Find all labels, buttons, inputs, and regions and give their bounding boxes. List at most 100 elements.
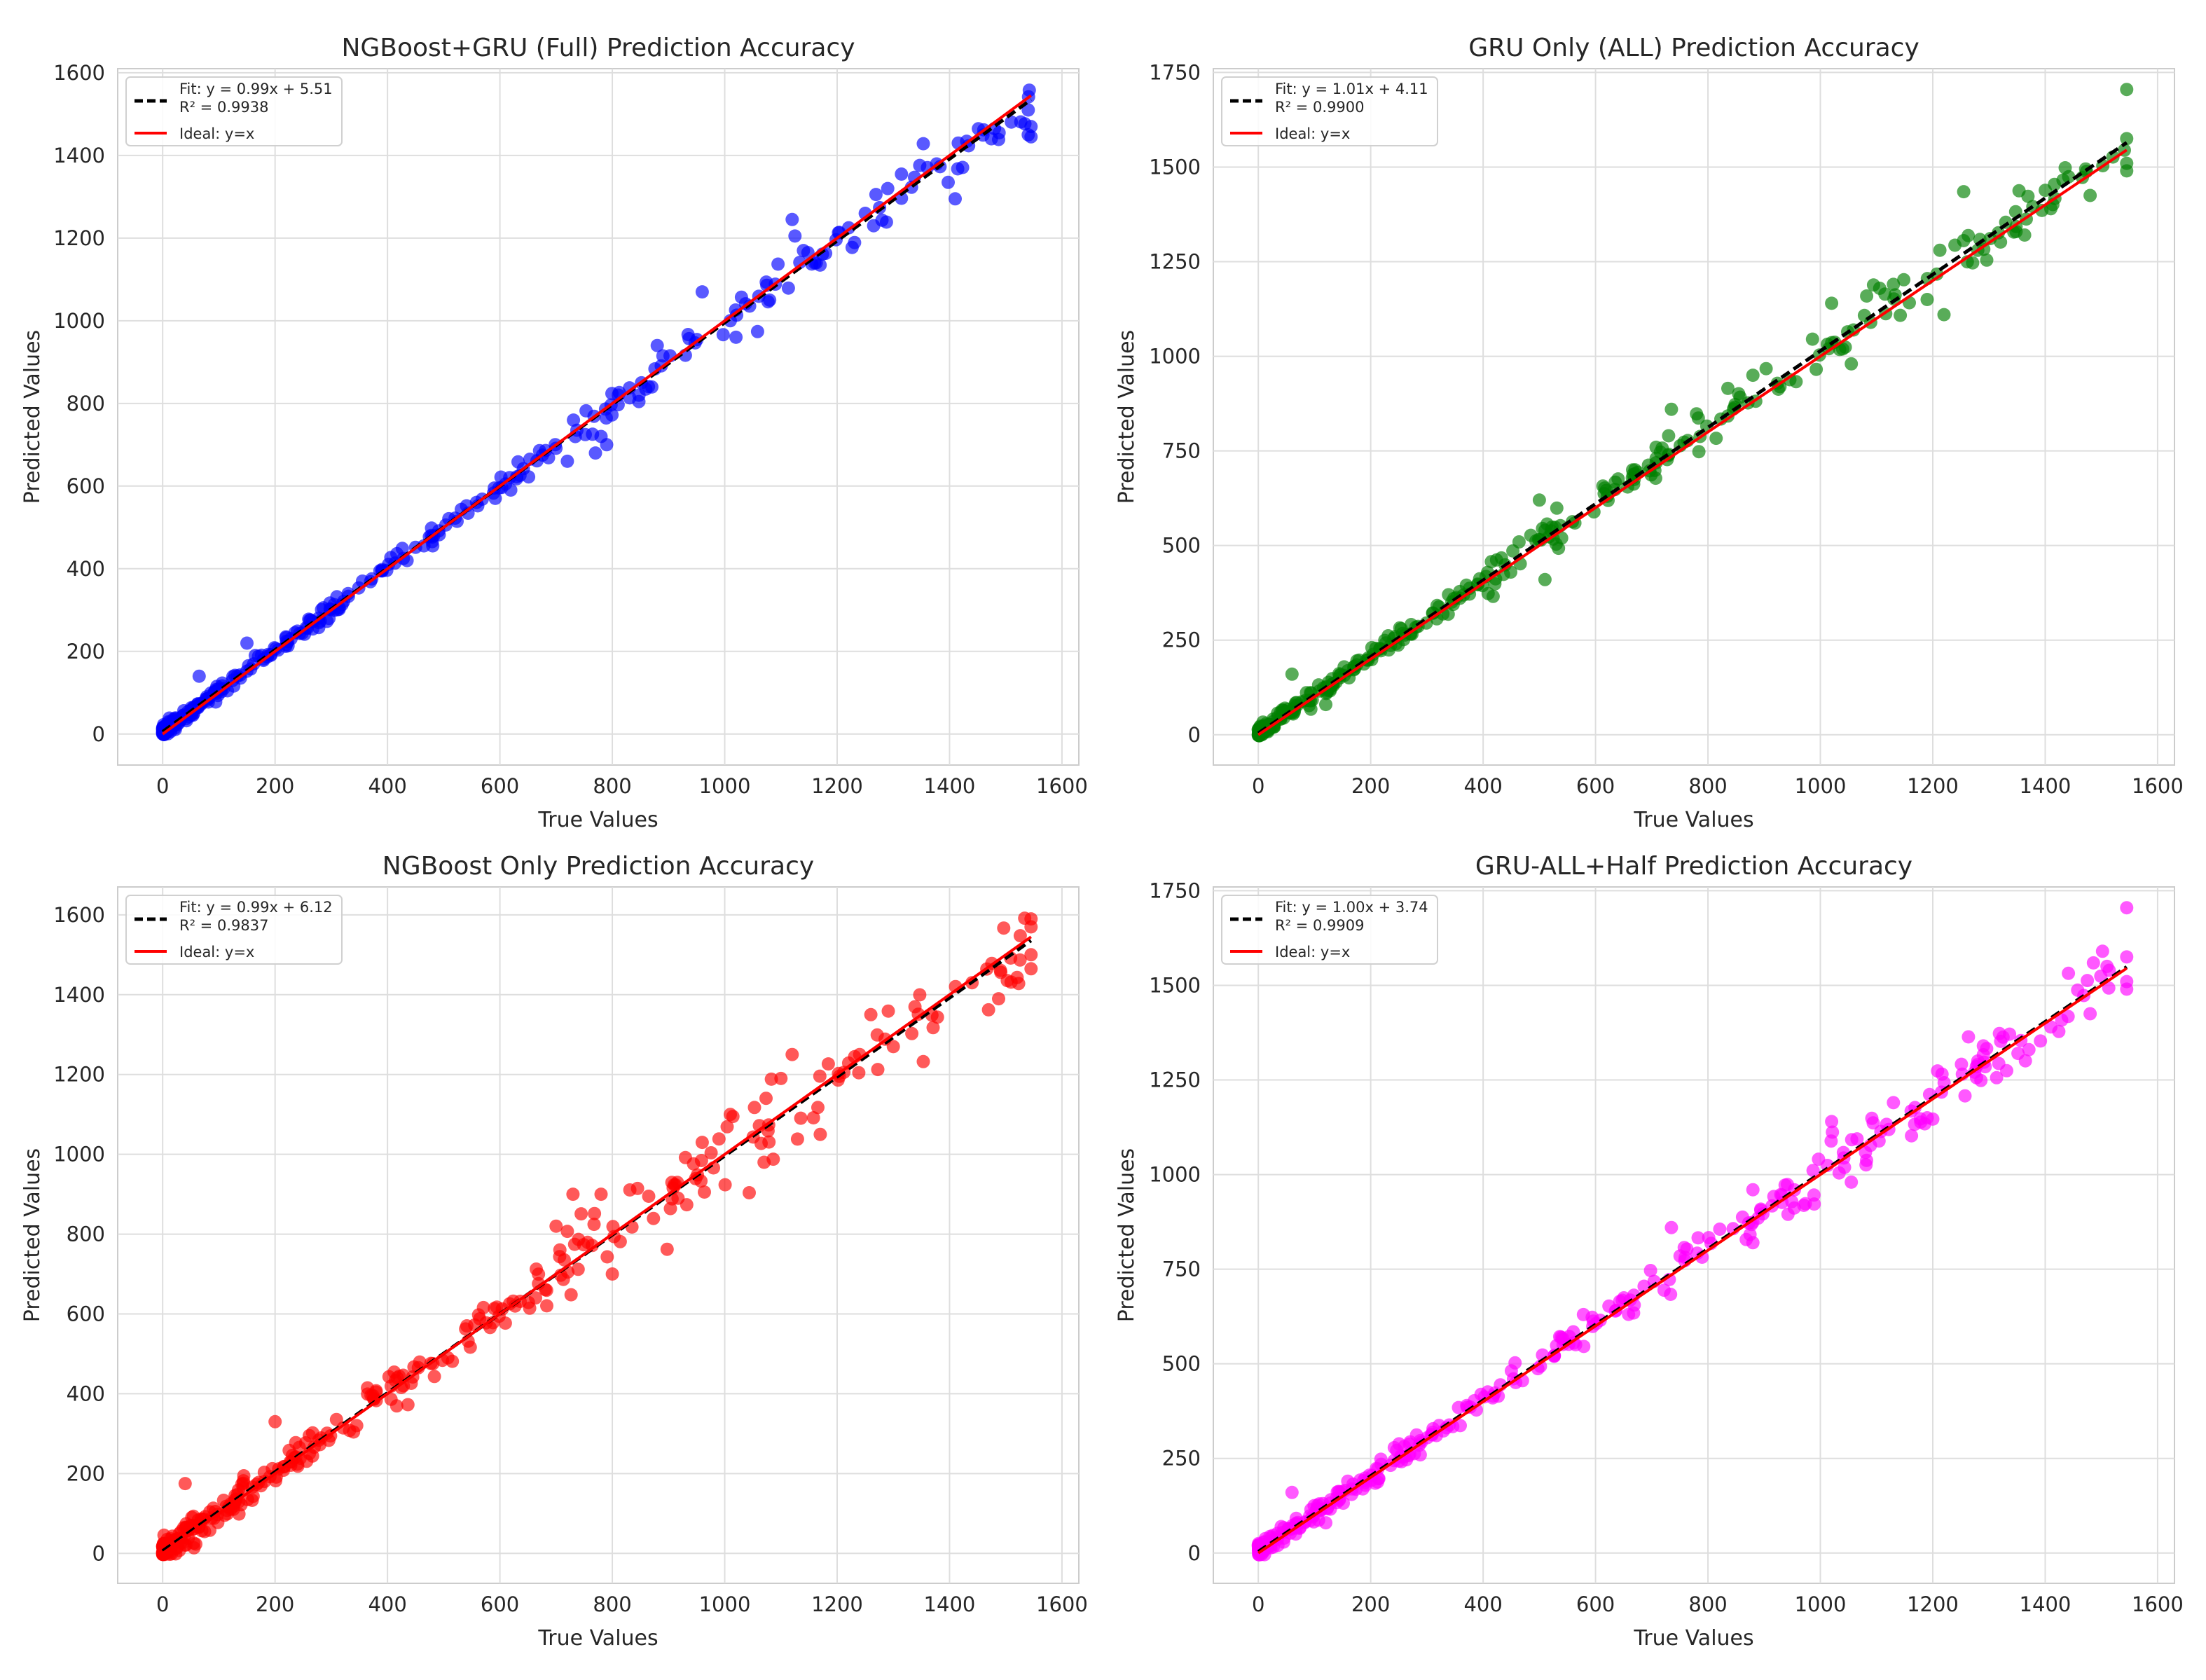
data-point [687, 1157, 701, 1171]
data-point [871, 1063, 885, 1077]
y-tick-label: 0 [92, 722, 105, 746]
data-point [781, 281, 795, 295]
data-point [571, 1262, 585, 1276]
data-point [2018, 1054, 2032, 1068]
y-tick-label: 250 [1162, 628, 1201, 652]
y-tick-label: 1750 [1149, 60, 1201, 84]
data-point [1680, 1242, 1694, 1256]
data-point [1992, 1056, 2006, 1070]
data-point [1974, 1073, 1988, 1087]
x-tick-label: 800 [593, 1592, 631, 1616]
data-point [605, 1267, 619, 1281]
legend-box [1221, 895, 1438, 965]
data-point [1859, 1145, 1873, 1159]
data-point [1691, 1231, 1705, 1245]
chart-title: GRU-ALL+Half Prediction Accuracy [1475, 852, 1912, 881]
x-tick-label: 600 [1576, 1592, 1615, 1616]
y-tick-label: 200 [67, 1461, 105, 1485]
data-point [1980, 253, 1994, 267]
data-point [813, 1069, 827, 1083]
data-point [350, 1419, 364, 1433]
data-point [916, 1054, 930, 1068]
legend-fit-label: Fit: y = 0.99x + 6.12 [179, 899, 333, 916]
data-point [881, 1004, 895, 1018]
legend-ideal-label: Ideal: y=x [1275, 944, 1350, 961]
data-point [1787, 1201, 1801, 1215]
data-point [656, 349, 670, 363]
x-tick-label: 1000 [1795, 774, 1847, 798]
x-tick-label: 200 [1351, 1592, 1390, 1616]
data-point [1897, 273, 1911, 287]
data-point [759, 275, 773, 289]
legend-r2-label: R² = 0.9837 [179, 917, 268, 934]
data-point [1552, 542, 1566, 556]
y-tick-label: 500 [1162, 1352, 1201, 1376]
data-point [1692, 445, 1706, 459]
data-point [704, 1146, 718, 1159]
data-point [1807, 1188, 1821, 1202]
data-point [1622, 1307, 1636, 1321]
data-point [1860, 289, 1874, 303]
data-point [1538, 572, 1552, 586]
data-point [2003, 1027, 2017, 1041]
data-point [716, 328, 730, 342]
data-point [1532, 493, 1546, 507]
y-tick-label: 1400 [53, 983, 105, 1007]
data-point [1783, 373, 1797, 387]
data-point [539, 1283, 553, 1297]
data-point [750, 324, 764, 338]
data-point [1664, 402, 1678, 416]
data-point [997, 921, 1011, 935]
data-point [1271, 706, 1285, 720]
data-point [905, 1026, 919, 1040]
data-point [502, 1297, 516, 1311]
data-point [1319, 698, 1332, 712]
data-point [2044, 202, 2057, 216]
data-point [1920, 293, 1934, 306]
x-tick-label: 1200 [1907, 1592, 1959, 1616]
data-point [1013, 953, 1027, 967]
data-point [1013, 929, 1027, 943]
data-point [916, 137, 930, 151]
legend-r2-label: R² = 0.9900 [1275, 99, 1364, 116]
x-tick-label: 1000 [699, 1592, 751, 1616]
data-point [1285, 667, 1299, 681]
legend-ideal-label: Ideal: y=x [1275, 125, 1350, 142]
data-point [647, 1211, 661, 1225]
data-point [2044, 1020, 2057, 1034]
data-point [2058, 161, 2072, 174]
data-point [1285, 1485, 1299, 1499]
data-point [695, 1136, 709, 1150]
data-point [926, 1021, 940, 1035]
y-tick-label: 250 [1162, 1447, 1201, 1471]
data-point [1825, 1115, 1839, 1129]
x-tick-label: 1400 [2020, 1592, 2071, 1616]
data-point [852, 1066, 866, 1080]
data-point [1721, 381, 1735, 395]
data-point [579, 404, 593, 418]
data-point [712, 1132, 726, 1146]
legend: Fit: y = 0.99x + 5.51 R² = 0.9938 Ideal:… [125, 76, 343, 146]
panel-gru-only-all: GRU Only (ALL) Prediction Accuracy True … [1115, 34, 2184, 832]
data-point [460, 1319, 474, 1333]
data-point [1905, 1129, 1919, 1143]
y-tick-label: 1500 [1149, 155, 1201, 179]
data-point [1024, 948, 1038, 962]
data-point [585, 1239, 599, 1253]
y-tick-label: 750 [1162, 1258, 1201, 1281]
data-point [743, 1186, 756, 1199]
data-point [1957, 234, 1971, 247]
data-point [1550, 501, 1564, 515]
x-tick-label: 1200 [1907, 774, 1959, 798]
data-point [1887, 1096, 1901, 1110]
data-point [660, 1242, 674, 1256]
data-point [794, 1111, 808, 1125]
data-point [588, 1206, 602, 1220]
data-point [1894, 308, 1908, 322]
legend-fit-label: Fit: y = 1.01x + 4.11 [1275, 81, 1428, 97]
x-tick-label: 1600 [2132, 1592, 2184, 1616]
data-point [930, 1010, 944, 1024]
data-point [1955, 1057, 1969, 1071]
x-tick-label: 400 [1463, 774, 1502, 798]
data-point [886, 1040, 900, 1054]
